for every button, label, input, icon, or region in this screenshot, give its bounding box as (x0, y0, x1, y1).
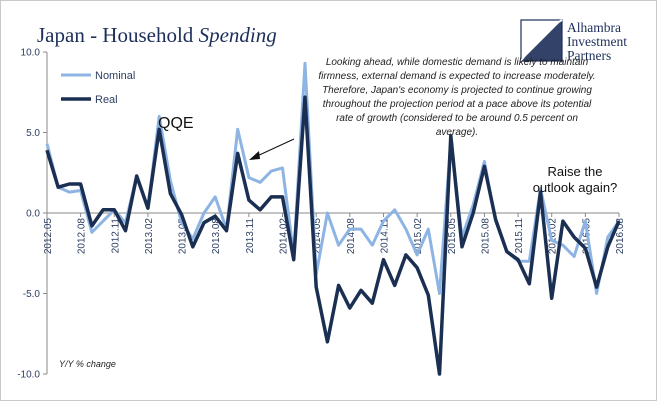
x-tick-label: 2013.02 (144, 218, 155, 255)
logo-line-1: Alhambra (567, 20, 621, 35)
series-line-real (45, 95, 621, 376)
x-tick-label: 2015.05 (447, 218, 458, 255)
x-tick-label: 2016.08 (615, 218, 626, 255)
x-tick-label: 2012.05 (43, 218, 54, 255)
x-tick-label: 2015.11 (514, 218, 525, 254)
x-tick-label: 2014.05 (312, 218, 323, 255)
x-tick-label: 2013.11 (245, 218, 256, 254)
x-tick-label: 2015.08 (480, 218, 491, 255)
units-label: Y/Y % change (59, 359, 116, 369)
y-tick-label: -10.0 (17, 370, 40, 381)
y-tick-label: 5.0 (26, 128, 40, 139)
x-tick-label: 2014.08 (346, 218, 357, 255)
logo-line-3: Partners (567, 48, 611, 63)
chart-title: Japan - Household Spending (37, 23, 277, 47)
boj-quote: Looking ahead, while domestic demand is … (318, 57, 595, 138)
x-tick-label: 2013.08 (211, 218, 222, 255)
x-tick-label: 2012.11 (110, 218, 121, 254)
x-tick-label: 2016.02 (548, 218, 559, 255)
series-lines (45, 61, 621, 376)
y-tick-label: 10.0 (21, 48, 41, 59)
quote-line-4: throughout the projection period at a pa… (323, 99, 592, 110)
quote-arrow (249, 138, 295, 160)
legend-label-nominal: Nominal (95, 70, 135, 82)
logo-line-2: Investment (567, 34, 627, 49)
y-tick-label: 0.0 (26, 209, 40, 220)
x-tick-label: 2012.08 (77, 218, 88, 255)
company-logo: Alhambra Investment Partners (520, 19, 627, 63)
raise-outlook-line-1: Raise the (548, 164, 603, 179)
quote-line-1: Looking ahead, while domestic demand is … (326, 57, 589, 68)
raise-outlook-line-2: outlook again? (533, 180, 618, 195)
x-tick-label: 2015.02 (413, 218, 424, 255)
quote-line-6: average). (436, 127, 478, 138)
x-tick-label: 2013.05 (178, 218, 189, 255)
quote-line-2: firmness, external demand is expected to… (318, 71, 595, 82)
y-tick-label: -5.0 (23, 289, 41, 300)
quote-line-5: rate of growth (considered to be around … (336, 113, 578, 124)
x-tick-label: 2014.02 (279, 218, 290, 255)
y-axis: 10.0 5.0 0.0 -5.0 -10.0 (17, 48, 48, 381)
quote-line-3: Therefore, Japan's economy is projected … (322, 85, 592, 96)
x-tick-label: 2014.11 (379, 218, 390, 254)
legend-label-real: Real (95, 94, 118, 106)
legend: Nominal Real (61, 70, 135, 106)
qqe-annotation: QQE (158, 115, 194, 132)
